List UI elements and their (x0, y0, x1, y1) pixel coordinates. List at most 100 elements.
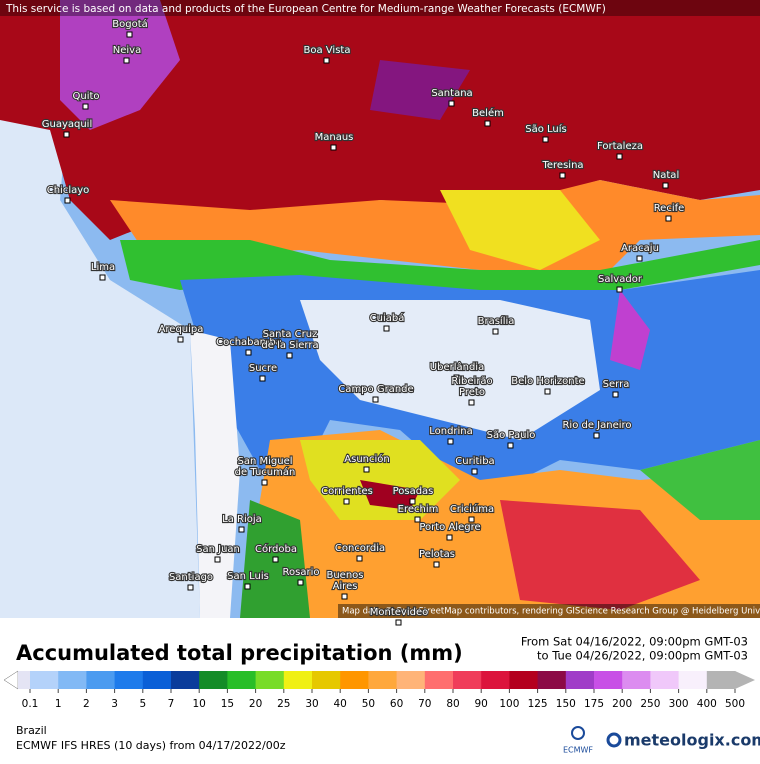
city-marker (447, 438, 454, 445)
legend-under (3, 670, 19, 690)
legend-swatch (114, 671, 144, 689)
legend-tick-label: 3 (111, 698, 118, 710)
legend-swatch (227, 671, 257, 689)
map (0, 0, 760, 618)
city-marker (383, 325, 390, 332)
legend-swatch (594, 671, 623, 689)
city-label: Guayaquil (42, 119, 93, 130)
legend-tick-label: 2 (83, 698, 90, 710)
city-label: Neiva (113, 45, 141, 56)
city-label: Belém (472, 107, 504, 119)
city-marker (297, 579, 304, 586)
city-marker (126, 31, 133, 38)
city-label: Uberlândia (430, 361, 484, 373)
city-label: San Miguel (237, 456, 292, 467)
city-label: Rosario (283, 567, 320, 578)
city-label: Londrina (429, 426, 473, 437)
legend-tick-label: 40 (334, 698, 347, 710)
city-marker (559, 172, 566, 179)
city-marker (272, 556, 279, 563)
legend-tick-label: 10 (193, 698, 206, 710)
city-marker (433, 561, 440, 568)
city-marker (636, 255, 643, 262)
city-label: Brasília (478, 315, 515, 327)
city-marker (261, 479, 268, 486)
city-layer: Bogotá Neiva Boa Vista Quito Santana Guayaqui… (41, 17, 685, 626)
legend-tick-label: 60 (390, 698, 403, 710)
legend-tick-label: 300 (669, 698, 689, 710)
legend-swatch (171, 671, 200, 689)
city-label: Rio de Janeiro (562, 420, 631, 431)
region: Brazil (16, 724, 47, 737)
legend-swatch (509, 671, 539, 689)
city-label: Quito (72, 91, 99, 102)
legend-tick-label: 200 (612, 698, 632, 710)
legend-swatch (706, 671, 736, 689)
city-label: San Juan (196, 544, 240, 555)
city-label: Recife (654, 203, 685, 214)
legend-swatch (283, 671, 313, 689)
city-marker (214, 556, 221, 563)
ecmwf-label: ECMWF (563, 746, 593, 755)
city-label: Concordia (335, 543, 385, 554)
legend-tick-label: 0.1 (22, 698, 39, 710)
city-marker (238, 526, 245, 533)
city-marker (453, 374, 460, 381)
city-marker (177, 336, 184, 343)
city-marker (471, 468, 478, 475)
legend: 0.1 1 2 3 5 7 10 15 20 25 30 40 50 60 70 80 90 100 125 150 1… (3, 670, 755, 710)
city-label: Aracaju (621, 243, 659, 254)
city-label: Fortaleza (597, 141, 643, 152)
city-label: Santana (431, 88, 472, 99)
city-label: Córdoba (255, 543, 297, 555)
legend-tick-label: 1 (55, 698, 62, 710)
city-marker (82, 103, 89, 110)
panel-title: Accumulated total precipitation (mm) (16, 641, 463, 665)
city-marker (593, 432, 600, 439)
city-label: Chiclayo (47, 185, 90, 196)
legend-swatch (368, 671, 398, 689)
model: ECMWF IFS HRES (10 days) from 04/17/2022… (16, 739, 286, 752)
city-label: Sucre (249, 363, 277, 374)
city-label: Salvador (598, 274, 643, 285)
city-label: Belo Horizonte (511, 376, 584, 387)
legend-swatch (622, 671, 651, 689)
city-marker (64, 197, 71, 204)
legend-swatch (340, 671, 369, 689)
city-marker (99, 274, 106, 281)
city-label: Posadas (393, 486, 434, 497)
city-marker (395, 619, 402, 626)
city-label: Santa Cruz (263, 329, 318, 340)
legend-tick-label: 80 (446, 698, 459, 710)
city-marker (409, 498, 416, 505)
city-label: Asunción (344, 453, 389, 465)
city-marker (372, 396, 379, 403)
city-marker (286, 352, 293, 359)
city-marker (468, 399, 475, 406)
legend-tick-label: 20 (249, 698, 262, 710)
city-label: Criciúma (450, 503, 494, 515)
city-label: Santiago (169, 572, 213, 583)
city-label: Porto Alegre (419, 522, 480, 533)
city-label: Boa Vista (304, 45, 351, 56)
city-marker (665, 215, 672, 222)
map-credits: Map data © OpenStreetMap contributors, r… (342, 607, 760, 617)
legend-swatch (58, 671, 87, 689)
city-label: Erechim (398, 504, 439, 515)
city-label: Buenos (326, 570, 363, 581)
city-label: Montevideo (370, 607, 428, 618)
city-label: Arequipa (159, 324, 204, 335)
legend-swatch (453, 671, 482, 689)
city-label: Preto (459, 387, 485, 398)
legend-tick-label: 500 (725, 698, 745, 710)
city-marker (245, 349, 252, 356)
city-marker (187, 584, 194, 591)
city-marker (123, 57, 130, 64)
legend-tick-label: 150 (556, 698, 576, 710)
legend-tick-label: 5 (139, 698, 146, 710)
legend-swatch (678, 671, 708, 689)
city-marker (343, 498, 350, 505)
legend-swatch (199, 671, 228, 689)
legend-swatch (255, 671, 285, 689)
